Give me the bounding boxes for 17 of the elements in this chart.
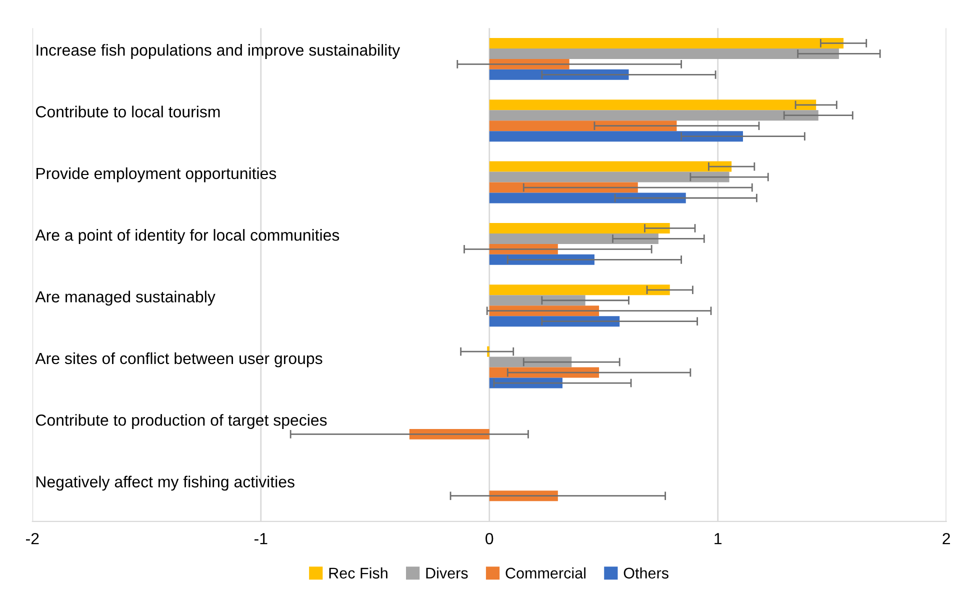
y-tick-label: Contribute to production of target species (36, 414, 327, 429)
y-tick-label: Are managed sustainably (35, 290, 216, 306)
x-tick-label: 2 (942, 532, 950, 544)
legend-label: Divers (426, 567, 468, 579)
legend-label: Others (624, 567, 668, 579)
legend-label: Rec Fish (329, 567, 388, 579)
y-tick-label: Are a point of identity for local communities (35, 229, 340, 244)
x-tick-label: 0 (486, 532, 494, 544)
y-tick-label: Are sites of conflict between user groups (35, 352, 322, 368)
x-tick-label: 1 (714, 533, 722, 544)
legend-label: Commercial (506, 567, 586, 579)
y-tick-label: Provide employment opportunities (36, 167, 276, 182)
y-tick-label: Negatively affect my fishing activities (36, 476, 294, 491)
y-tick-label: Increase fish populations and improve sustainability (36, 44, 400, 59)
x-tick-label: -2 (26, 532, 39, 544)
x-tick-label: -1 (254, 533, 268, 544)
y-tick-label: Contribute to local tourism (36, 106, 220, 118)
